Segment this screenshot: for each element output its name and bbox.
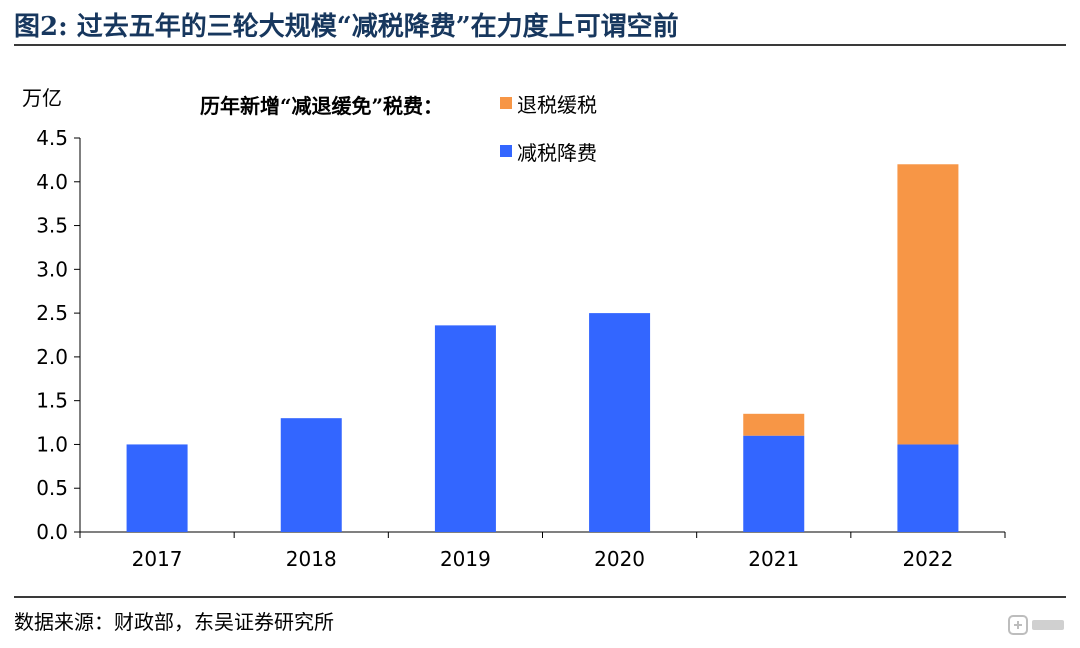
y-tick-label: 1.0 (36, 432, 68, 456)
gelonghui-logo-icon (1008, 615, 1064, 635)
y-tick-label: 1.5 (36, 389, 68, 413)
top-rule (14, 44, 1066, 46)
y-axis-unit-label: 万亿 (22, 86, 62, 110)
legend-label-tax-cut: 减税降费 (517, 140, 597, 165)
y-tick-label: 2.5 (36, 301, 68, 325)
y-tick-label: 0.5 (36, 476, 68, 500)
y-tick-label: 3.5 (36, 214, 68, 238)
bar-refund-deferral-2021 (743, 413, 805, 436)
x-tick-label: 2021 (748, 547, 799, 571)
bar-tax-cut-2022 (897, 444, 959, 532)
bar-refund-deferral-2022 (897, 164, 959, 445)
x-tick-label: 2020 (594, 547, 645, 571)
figure-title: 图2: 过去五年的三轮大规模“减税降费”在力度上可谓空前 (14, 12, 679, 42)
bar-tax-cut-2018 (280, 418, 342, 532)
x-tick-label: 2018 (286, 547, 337, 571)
bottom-rule (14, 596, 1066, 598)
x-tick-label: 2019 (440, 547, 491, 571)
y-tick-label: 3.0 (36, 257, 68, 281)
x-tick-label: 2022 (902, 547, 953, 571)
legend-swatch-tax-cut (500, 145, 512, 157)
bar-tax-cut-2019 (434, 325, 496, 532)
legend-label-refund-deferral: 退税缓税 (517, 92, 597, 117)
data-source-note: 数据来源：财政部，东吴证券研究所 (14, 610, 334, 634)
legend-item-tax-cut: 减税降费 (500, 136, 597, 166)
y-tick-label: 2.0 (36, 345, 68, 369)
y-tick-label: 0.0 (36, 520, 68, 544)
bar-tax-cut-2020 (589, 313, 651, 532)
bar-tax-cut-2017 (126, 444, 188, 532)
legend-item-refund-deferral: 退税缓税 (500, 88, 597, 118)
y-tick-label: 4.0 (36, 170, 68, 194)
legend-swatch-refund-deferral (500, 97, 512, 109)
bar-tax-cut-2021 (743, 435, 805, 532)
legend: 退税缓税 减税降费 (500, 88, 597, 184)
x-tick-label: 2017 (132, 547, 183, 571)
y-tick-label: 4.5 (36, 126, 68, 150)
chart-title: 历年新增“减退缓免”税费： (200, 94, 444, 118)
